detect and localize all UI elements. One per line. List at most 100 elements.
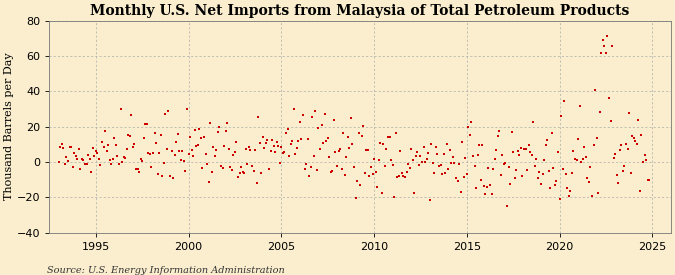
Point: [531, 157, 542, 161]
Point: [431, 145, 441, 149]
Point: [342, 134, 353, 139]
Point: [568, 149, 579, 154]
Point: [87, 146, 98, 150]
Point: [236, 165, 246, 169]
Point: [95, 163, 106, 167]
Point: [574, 103, 585, 108]
Point: [331, 164, 342, 168]
Point: [440, 171, 451, 175]
Point: [333, 149, 344, 153]
Point: [460, 155, 470, 160]
Point: [472, 153, 483, 157]
Point: [322, 136, 333, 140]
Point: [593, 191, 603, 195]
Point: [384, 134, 395, 139]
Point: [392, 175, 403, 179]
Point: [446, 161, 457, 165]
Point: [407, 157, 418, 162]
Point: [642, 178, 653, 183]
Point: [72, 156, 83, 161]
Point: [176, 158, 186, 162]
Point: [485, 183, 495, 187]
Point: [540, 142, 551, 147]
Point: [486, 192, 497, 197]
Point: [444, 148, 455, 152]
Point: [55, 145, 65, 149]
Point: [383, 135, 394, 139]
Point: [591, 136, 602, 140]
Point: [628, 136, 639, 141]
Point: [307, 115, 318, 119]
Point: [491, 147, 502, 152]
Point: [143, 151, 154, 155]
Point: [523, 143, 534, 147]
Point: [503, 164, 514, 169]
Point: [149, 130, 160, 135]
Point: [356, 133, 367, 138]
Point: [203, 180, 214, 184]
Point: [520, 147, 531, 151]
Point: [182, 107, 192, 111]
Point: [111, 143, 122, 147]
Point: [576, 160, 587, 164]
Point: [304, 174, 315, 178]
Point: [159, 161, 169, 165]
Point: [86, 170, 97, 174]
Point: [70, 154, 81, 159]
Point: [310, 109, 321, 113]
Point: [522, 167, 533, 172]
Point: [449, 161, 460, 165]
Point: [480, 191, 491, 196]
Point: [542, 138, 553, 142]
Point: [183, 152, 194, 156]
Point: [495, 173, 506, 177]
Point: [261, 141, 271, 145]
Point: [318, 141, 329, 145]
Point: [508, 150, 518, 155]
Point: [248, 169, 259, 173]
Point: [448, 155, 458, 159]
Point: [185, 135, 196, 139]
Point: [186, 147, 197, 152]
Point: [109, 136, 119, 140]
Point: [288, 107, 299, 111]
Point: [537, 172, 548, 177]
Point: [594, 109, 605, 114]
Point: [634, 189, 645, 193]
Point: [451, 175, 462, 180]
Point: [353, 131, 364, 135]
Point: [361, 147, 372, 152]
Point: [421, 156, 432, 161]
Point: [539, 158, 549, 162]
Point: [579, 145, 590, 149]
Point: [282, 127, 293, 131]
Point: [252, 115, 263, 119]
Point: [599, 44, 610, 48]
Point: [263, 166, 274, 171]
Point: [385, 157, 396, 162]
Point: [489, 157, 500, 161]
Point: [416, 160, 427, 164]
Point: [122, 147, 132, 152]
Point: [427, 161, 438, 165]
Point: [242, 161, 252, 166]
Point: [327, 168, 338, 173]
Point: [76, 156, 87, 161]
Point: [257, 135, 268, 140]
Point: [566, 171, 577, 175]
Point: [75, 167, 86, 171]
Point: [250, 148, 261, 153]
Point: [475, 178, 486, 182]
Point: [65, 145, 76, 149]
Point: [492, 134, 503, 138]
Point: [370, 169, 381, 174]
Text: Source: U.S. Energy Information Administration: Source: U.S. Energy Information Administ…: [47, 266, 285, 275]
Point: [564, 194, 574, 199]
Point: [534, 169, 545, 174]
Point: [281, 130, 292, 135]
Point: [234, 171, 245, 175]
Point: [64, 145, 75, 149]
Point: [321, 139, 331, 143]
Point: [188, 154, 198, 159]
Point: [308, 154, 319, 159]
